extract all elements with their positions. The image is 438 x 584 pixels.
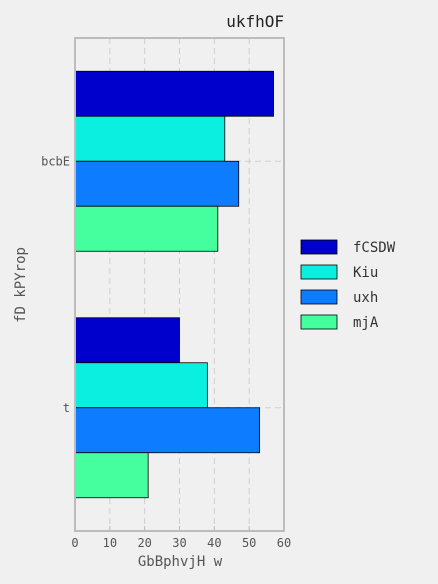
x-tick-label: 0 xyxy=(71,536,78,550)
legend-label-uxh: uxh xyxy=(353,290,378,306)
bar-mjA-t xyxy=(74,452,149,499)
x-tick-label: 60 xyxy=(277,536,291,550)
chart-title: ukfhOF xyxy=(226,12,284,31)
x-axis-ticks: 0 10 20 30 40 50 60 xyxy=(71,526,291,550)
legend-swatch-Kiu xyxy=(300,264,338,280)
bar-Kiu-bcbE xyxy=(74,115,226,162)
bar-fCSDW-t xyxy=(74,317,180,364)
bar-uxh-t xyxy=(74,407,261,454)
y-axis-ticks: bcbE t xyxy=(41,154,70,415)
bar-uxh-bcbE xyxy=(74,160,240,207)
bar-mjA-bcbE xyxy=(74,205,219,252)
bar-Kiu-t xyxy=(74,362,208,409)
legend-label-mjA: mjA xyxy=(353,315,379,331)
x-tick-label: 30 xyxy=(172,536,186,550)
bars xyxy=(74,70,274,499)
x-tick-label: 50 xyxy=(242,536,256,550)
legend-label-fCSDW: fCSDW xyxy=(353,240,396,256)
legend-swatch-uxh xyxy=(300,289,338,305)
legend-swatch-fCSDW xyxy=(300,239,338,255)
legend: fCSDW Kiu uxh mjA xyxy=(300,239,396,331)
y-tick-label: bcbE xyxy=(41,154,70,168)
y-tick-label: t xyxy=(63,401,70,415)
y-axis-title: fD kPYrop xyxy=(13,247,29,323)
legend-label-Kiu: Kiu xyxy=(353,265,378,281)
x-tick-label: 40 xyxy=(207,536,221,550)
bar-fCSDW-bcbE xyxy=(74,70,274,117)
x-tick-label: 10 xyxy=(103,536,117,550)
legend-swatch-mjA xyxy=(300,314,338,330)
x-axis-title: GbBphvjH w xyxy=(138,554,223,570)
x-tick-label: 20 xyxy=(137,536,151,550)
